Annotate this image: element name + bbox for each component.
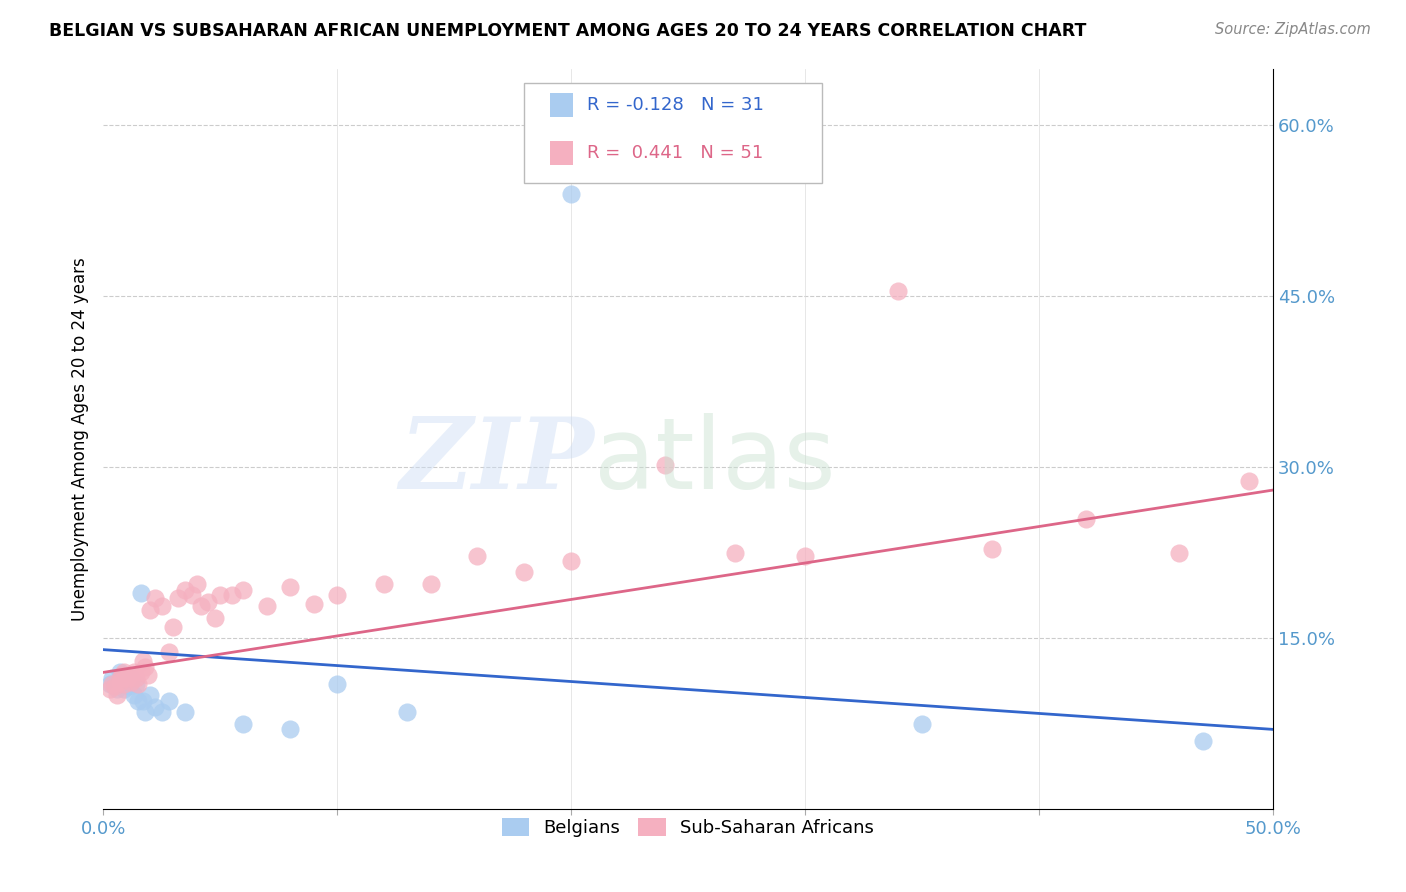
Point (105, 688, 128, 702)
Point (204, 611, 226, 625)
Point (134, 659, 156, 673)
Point (186, 576, 208, 591)
Point (118, 679, 141, 693)
Point (127, 694, 149, 708)
Point (136, 667, 159, 681)
Point (132, 694, 155, 708)
Text: atlas: atlas (595, 412, 837, 509)
Point (127, 677, 149, 691)
Point (98, 682, 121, 697)
Point (278, 723, 301, 737)
Point (654, 458, 676, 472)
Point (129, 585, 152, 599)
Point (911, 716, 934, 731)
Point (190, 599, 212, 614)
Point (101, 677, 124, 691)
Text: Source: ZipAtlas.com: Source: ZipAtlas.com (1215, 22, 1371, 37)
Point (157, 645, 180, 659)
Point (724, 546, 747, 560)
Point (373, 576, 395, 591)
Point (118, 667, 141, 681)
Point (174, 706, 197, 720)
Point (104, 679, 127, 693)
FancyBboxPatch shape (524, 83, 823, 184)
Point (125, 677, 148, 691)
Point (887, 284, 910, 298)
Point (132, 654, 155, 668)
Point (419, 576, 441, 591)
Point (108, 671, 131, 685)
Point (111, 677, 134, 691)
Point (98, 677, 121, 691)
Point (108, 665, 131, 680)
Point (560, 186, 582, 201)
Text: R = -0.128   N = 31: R = -0.128 N = 31 (588, 95, 765, 114)
Point (232, 583, 254, 598)
Point (120, 671, 142, 685)
Point (1239, 474, 1261, 488)
FancyBboxPatch shape (550, 93, 574, 117)
Point (326, 677, 349, 691)
Point (396, 706, 419, 720)
Point (513, 565, 536, 579)
Point (115, 673, 138, 688)
Point (134, 706, 156, 720)
Point (1074, 511, 1097, 525)
Point (125, 671, 148, 685)
Point (122, 665, 145, 680)
Point (112, 671, 135, 685)
Point (326, 588, 349, 602)
Point (278, 580, 301, 594)
Point (157, 694, 180, 708)
Point (108, 674, 131, 689)
Point (1191, 733, 1213, 747)
Text: BELGIAN VS SUBSAHARAN AFRICAN UNEMPLOYMENT AMONG AGES 20 TO 24 YEARS CORRELATION: BELGIAN VS SUBSAHARAN AFRICAN UNEMPLOYME… (49, 22, 1087, 40)
Point (302, 597, 325, 611)
Point (167, 591, 190, 606)
Point (181, 588, 204, 602)
Point (793, 549, 815, 564)
Point (105, 682, 128, 697)
Text: ZIP: ZIP (399, 413, 595, 509)
Point (232, 716, 254, 731)
Point (129, 665, 152, 680)
Text: R =  0.441   N = 51: R = 0.441 N = 51 (588, 144, 763, 162)
Point (981, 542, 1004, 557)
Point (209, 588, 232, 602)
Point (112, 677, 135, 691)
Point (150, 706, 173, 720)
Point (122, 688, 145, 702)
Point (112, 665, 135, 680)
Point (256, 599, 278, 614)
Point (221, 588, 243, 602)
Point (560, 554, 582, 568)
FancyBboxPatch shape (550, 141, 574, 165)
Y-axis label: Unemployment Among Ages 20 to 24 years: Unemployment Among Ages 20 to 24 years (72, 257, 89, 621)
Point (104, 679, 127, 693)
Point (111, 667, 134, 681)
Point (162, 620, 184, 634)
Point (115, 671, 138, 685)
Point (143, 699, 166, 714)
Point (1168, 546, 1191, 560)
Point (108, 674, 131, 689)
Point (143, 591, 166, 606)
Legend: Belgians, Sub-Saharan Africans: Belgians, Sub-Saharan Africans (495, 811, 882, 845)
Point (467, 549, 489, 564)
Point (101, 671, 124, 685)
Point (112, 682, 135, 697)
Point (150, 599, 173, 614)
Point (174, 583, 197, 598)
Point (120, 674, 142, 689)
Point (111, 667, 134, 681)
Point (197, 595, 219, 609)
Point (139, 603, 162, 617)
Point (139, 688, 162, 702)
